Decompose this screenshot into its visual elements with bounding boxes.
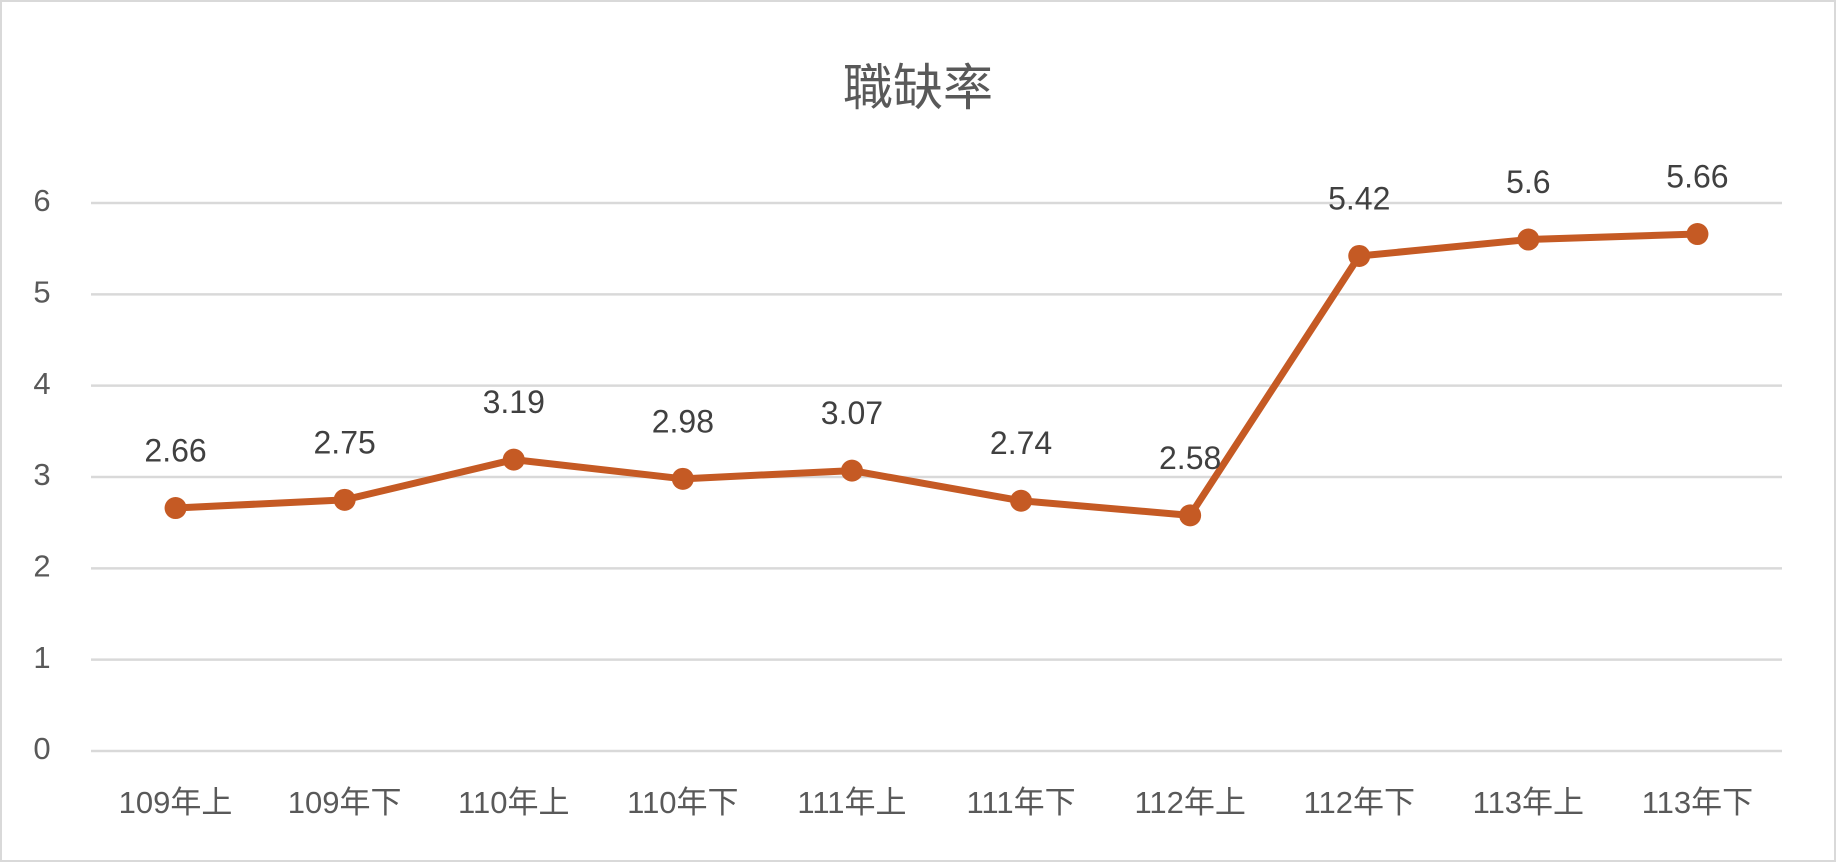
data-label: 2.74: [990, 425, 1052, 461]
data-label: 5.42: [1328, 180, 1390, 216]
y-tick-label: 1: [33, 640, 50, 675]
data-label: 3.19: [483, 384, 545, 420]
x-tick-label: 109年下: [288, 785, 402, 820]
x-tick-label: 113年上: [1473, 785, 1584, 820]
x-tick-label: 113年下: [1642, 785, 1753, 820]
point: [502, 448, 525, 471]
x-tick-label: 112年上: [1134, 785, 1245, 820]
point: [164, 497, 187, 520]
y-tick-label: 6: [33, 183, 50, 218]
x-tick-label: 110年上: [458, 785, 569, 820]
data-label: 2.66: [144, 433, 206, 469]
data-label: 5.6: [1506, 164, 1550, 200]
point: [1348, 244, 1371, 267]
data-label: 2.58: [1159, 440, 1221, 476]
x-tick-label: 110年下: [627, 785, 738, 820]
y-tick-label: 5: [33, 275, 50, 310]
point: [840, 459, 863, 482]
x-tick-label: 111年下: [966, 785, 1075, 820]
point: [1517, 228, 1540, 251]
point: [1686, 223, 1709, 246]
data-label: 2.98: [652, 403, 714, 439]
x-tick-label: 112年下: [1304, 785, 1415, 820]
y-tick-label: 4: [33, 366, 50, 401]
point: [1179, 504, 1202, 527]
x-tick-label: 111年上: [797, 785, 906, 820]
point: [1010, 489, 1033, 512]
point: [671, 467, 694, 490]
point: [333, 488, 356, 511]
y-tick-label: 0: [33, 731, 50, 766]
data-label: 5.66: [1666, 159, 1728, 195]
y-tick-label: 3: [33, 457, 50, 492]
series-line: [175, 230, 1698, 519]
chart-title: 職缺率: [843, 60, 993, 116]
y-tick-label: 2: [33, 549, 50, 584]
x-tick-label: 109年上: [119, 785, 233, 820]
data-label: 2.75: [314, 424, 376, 460]
data-label: 3.07: [821, 395, 883, 431]
